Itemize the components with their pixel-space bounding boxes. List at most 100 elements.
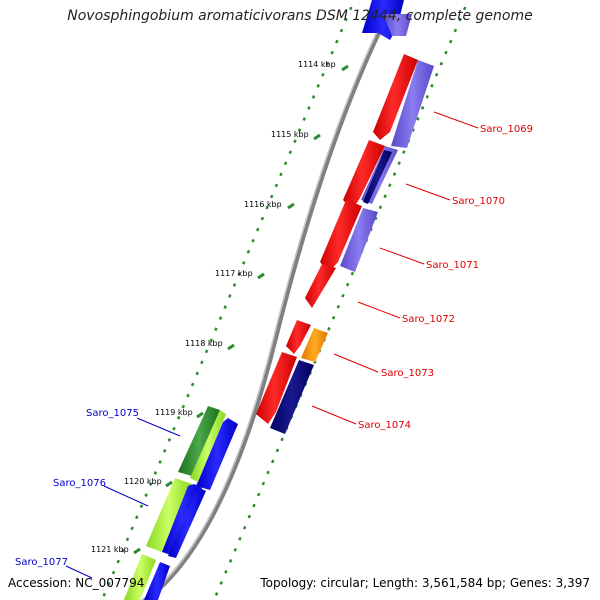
gene-arrow-purple[interactable] [383, 14, 412, 36]
gc-dot [383, 194, 387, 199]
gene-label-saro-1069[interactable]: Saro_1069 [480, 124, 533, 135]
gene-arrow-blue[interactable] [144, 562, 170, 600]
tick-label: 1118 kbp [185, 339, 223, 348]
gene-label-saro-1073[interactable]: Saro_1073 [381, 368, 434, 379]
gc-dot [125, 537, 130, 542]
tick-label: 1119 kbp [155, 408, 193, 417]
gc-dot [269, 194, 274, 199]
gc-dot [256, 492, 261, 497]
gene-label-saro-1074[interactable]: Saro_1074 [358, 420, 411, 431]
gc-dot [283, 161, 288, 166]
tick-mark [341, 64, 349, 72]
gene-arrow-red[interactable] [343, 140, 385, 210]
gc-dot [330, 50, 334, 55]
gc-dot [228, 294, 232, 298]
gc-content-ring-outer [214, 6, 467, 596]
gene-arrow-blue[interactable] [196, 418, 238, 490]
leader-line [357, 301, 401, 319]
gc-dot [172, 426, 176, 431]
gc-dot [149, 482, 153, 486]
gene-arrow-orange[interactable] [301, 328, 328, 362]
gene-label-saro-1075[interactable]: Saro_1075 [86, 408, 139, 419]
gc-dot [107, 581, 111, 586]
gene-arrow-red[interactable] [373, 54, 418, 140]
tick-mark [196, 411, 204, 419]
gene-arrow-navy[interactable] [363, 150, 392, 204]
gene-label-saro-1076[interactable]: Saro_1076 [53, 478, 106, 489]
gc-dot [224, 570, 228, 574]
gc-dot [260, 216, 265, 221]
gc-dot [462, 6, 467, 11]
gc-dot [397, 161, 401, 165]
gene-arrow-lime[interactable] [146, 478, 192, 552]
gc-dot [321, 72, 325, 77]
gc-dot [116, 559, 120, 564]
gc-dot [302, 117, 306, 121]
gc-dot [238, 536, 242, 541]
gc-dot [186, 393, 190, 398]
gc-dot [275, 448, 280, 453]
gc-dot [280, 437, 284, 442]
gc-dot [209, 338, 213, 343]
gc-dot [167, 437, 172, 442]
gene-arrow-purple[interactable] [391, 60, 434, 148]
leader-line [136, 417, 181, 437]
gene-label-saro-1070[interactable]: Saro_1070 [452, 196, 505, 207]
gene-arrow-red[interactable] [286, 320, 311, 354]
tick-label: 1121 kbp [91, 545, 129, 554]
topology-text: Topology: circular; Length: 3,561,584 bp… [260, 576, 590, 590]
gc-dot [402, 150, 406, 154]
gc-dot [219, 581, 223, 585]
tick-mark [287, 202, 295, 210]
gc-dot [139, 504, 144, 509]
gc-dot [434, 72, 439, 77]
reverse-strand-genes [124, 406, 238, 600]
tick-label: 1120 kbp [124, 477, 162, 486]
gc-dot [121, 548, 125, 553]
gc-dot [416, 117, 420, 121]
genome-title: Novosphingobium aromaticivorans DSM 1244… [67, 8, 533, 24]
gc-dot [335, 39, 339, 44]
gene-arrow-red[interactable] [305, 264, 336, 308]
gene-label-saro-1072[interactable]: Saro_1072 [402, 314, 455, 325]
gc-dot [111, 570, 116, 575]
gc-dot [388, 183, 392, 188]
gc-dot [261, 481, 266, 486]
gc-dot [345, 282, 350, 287]
leader-line [103, 485, 149, 507]
gene-arrow-green[interactable] [178, 406, 220, 476]
gc-dot [153, 471, 158, 475]
gc-dot [252, 503, 256, 508]
tick-mark [257, 272, 265, 280]
tick-mark [133, 547, 141, 555]
gc-dot [181, 404, 186, 409]
gc-dot [255, 227, 260, 232]
gc-dot [251, 238, 255, 243]
leader-line [405, 183, 451, 201]
gene-arrow-red[interactable] [320, 200, 362, 272]
gc-dot [270, 459, 275, 464]
gc-dot [339, 28, 344, 33]
gene-label-saro-1071[interactable]: Saro_1071 [426, 260, 479, 271]
tick-label: 1117 kbp [215, 269, 253, 278]
gene-arrow-lime[interactable] [190, 410, 226, 482]
gc-dot [392, 172, 397, 177]
gene-arrow-lime[interactable] [124, 554, 156, 600]
gene-arrow-navy[interactable] [270, 360, 314, 434]
gene-arrow-red[interactable] [256, 352, 297, 424]
gc-dot [288, 150, 293, 155]
leader-line [433, 111, 479, 129]
gene-arrow-purple[interactable] [340, 208, 378, 272]
gc-dot [274, 183, 279, 188]
gc-dot [453, 28, 458, 33]
gc-dot [144, 493, 148, 498]
gc-dot [327, 326, 331, 331]
gc-dot [242, 525, 247, 530]
gc-dot [162, 449, 167, 453]
gc-dot [425, 94, 430, 99]
gc-dot [130, 526, 134, 531]
gc-dot [316, 84, 320, 88]
gene-label-saro-1077[interactable]: Saro_1077 [15, 557, 68, 568]
gene-arrow-blue[interactable] [168, 487, 206, 558]
gc-dot [378, 205, 383, 210]
